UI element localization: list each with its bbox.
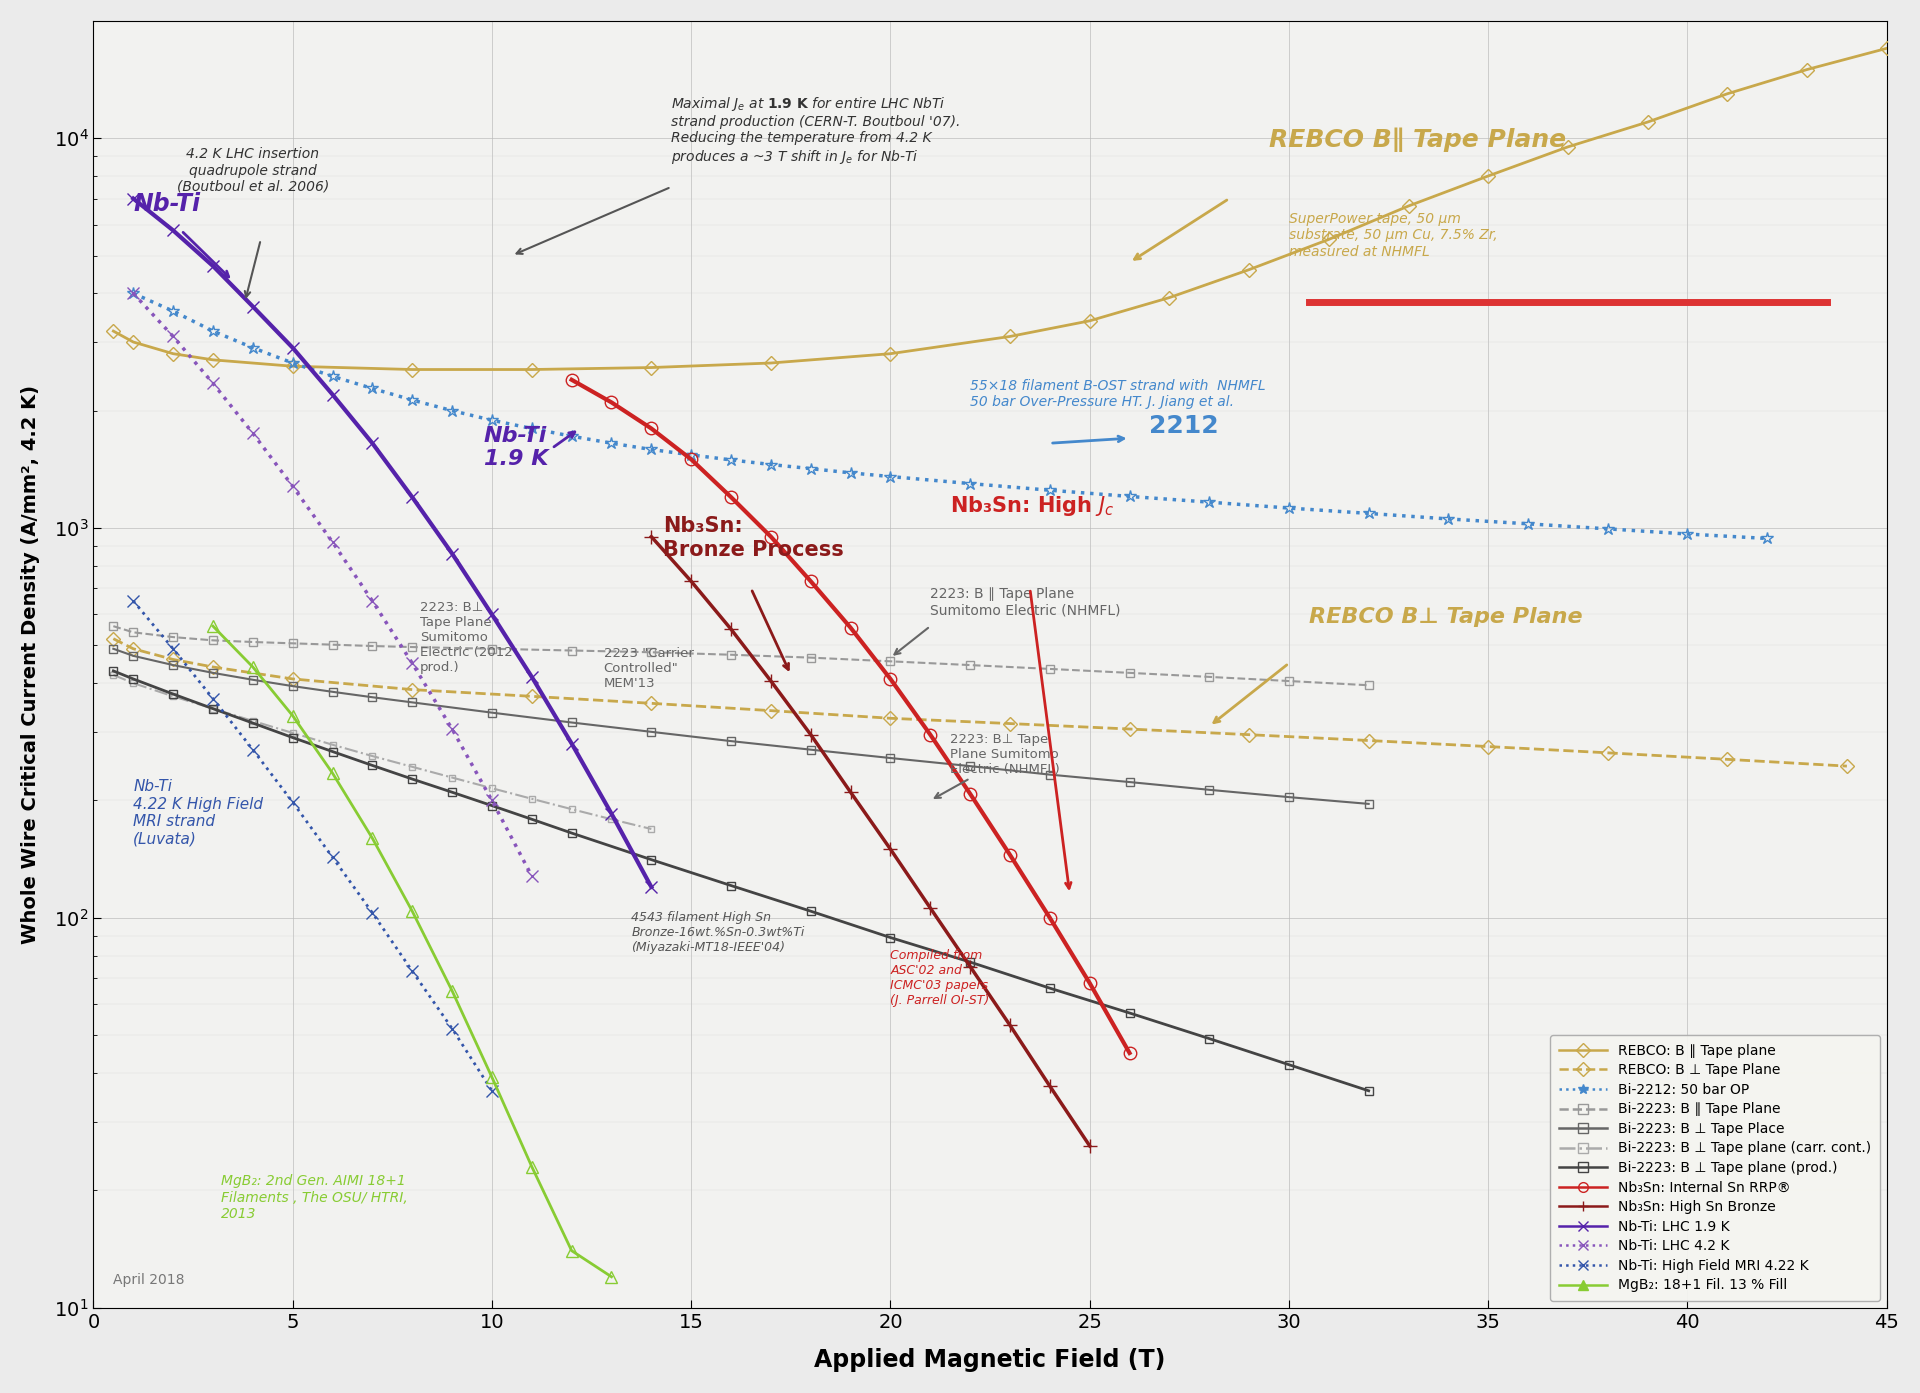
Text: 4543 filament High Sn
Bronze-16wt.%Sn-0.3wt%Ti
(Miyazaki-MT18-IEEE'04): 4543 filament High Sn Bronze-16wt.%Sn-0.… (632, 911, 804, 954)
Text: Nb-Ti: Nb-Ti (132, 192, 200, 216)
Text: Nb₃Sn:
Bronze Process: Nb₃Sn: Bronze Process (662, 517, 845, 560)
Text: 2212: 2212 (1150, 414, 1219, 439)
Text: SuperPower tape, 50 μm
substrate, 50 μm Cu, 7.5% Zr,
measured at NHMFL: SuperPower tape, 50 μm substrate, 50 μm … (1288, 212, 1498, 259)
Y-axis label: Whole Wire Critical Current Density (A/mm², 4.2 K): Whole Wire Critical Current Density (A/m… (21, 384, 40, 943)
Text: 55×18 filament B-OST strand with  NHMFL
50 bar Over-Pressure HT. J. Jiang et al.: 55×18 filament B-OST strand with NHMFL 5… (970, 379, 1265, 410)
Text: Nb-Ti
4.22 K High Field
MRI strand
(Luvata): Nb-Ti 4.22 K High Field MRI strand (Luva… (132, 780, 263, 847)
Text: 2223 "Carrier
Controlled"
MEM'13: 2223 "Carrier Controlled" MEM'13 (603, 648, 693, 691)
Text: 2223: B⊥
Tape Plane
Sumitomo
Electric (2012
prod.): 2223: B⊥ Tape Plane Sumitomo Electric (2… (420, 600, 513, 674)
Text: REBCO B⊥ Tape Plane: REBCO B⊥ Tape Plane (1309, 607, 1582, 627)
Text: Nb-Ti
1.9 K: Nb-Ti 1.9 K (484, 426, 549, 469)
Text: 2223: B⊥ Tape
Plane Sumitomo
Electric (NHMFL): 2223: B⊥ Tape Plane Sumitomo Electric (N… (950, 733, 1060, 776)
Legend: REBCO: B ∥ Tape plane, REBCO: B ⊥ Tape Plane, Bi-2212: 50 bar OP, Bi-2223: B ∥ T: REBCO: B ∥ Tape plane, REBCO: B ⊥ Tape P… (1549, 1035, 1880, 1301)
Text: REBCO B∥ Tape Plane: REBCO B∥ Tape Plane (1269, 127, 1567, 152)
X-axis label: Applied Magnetic Field (T): Applied Magnetic Field (T) (814, 1348, 1165, 1372)
Text: April 2018: April 2018 (113, 1273, 184, 1287)
Text: Maximal $J_e$ at $\bf{1.9\ K}$ for entire LHC NbTi
strand production (CERN-T. Bo: Maximal $J_e$ at $\bf{1.9\ K}$ for entir… (672, 95, 960, 166)
Text: MgB₂: 2nd Gen. AIMI 18+1
Filaments , The OSU/ HTRI,
2013: MgB₂: 2nd Gen. AIMI 18+1 Filaments , The… (221, 1174, 407, 1220)
Text: 2223: B ∥ Tape Plane
Sumitomo Electric (NHMFL): 2223: B ∥ Tape Plane Sumitomo Electric (… (931, 588, 1121, 617)
Text: Nb₃Sn: High $J_c$: Nb₃Sn: High $J_c$ (950, 495, 1116, 518)
Text: 4.2 K LHC insertion
quadrupole strand
(Boutboul et al. 2006): 4.2 K LHC insertion quadrupole strand (B… (177, 148, 328, 194)
Text: Compiled from
ASC'02 and
ICMC'03 papers
(J. Parrell OI-ST): Compiled from ASC'02 and ICMC'03 papers … (891, 949, 989, 1007)
